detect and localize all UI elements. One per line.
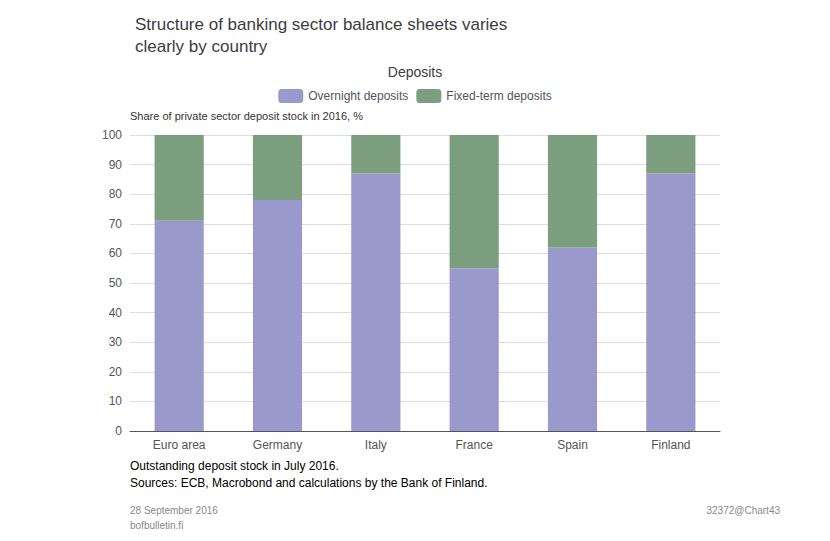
svg-text:60: 60: [109, 246, 123, 260]
svg-text:Fixed-term deposits: Fixed-term deposits: [446, 89, 551, 103]
svg-text:30: 30: [109, 335, 123, 349]
svg-text:Germany: Germany: [253, 438, 302, 452]
svg-text:32372@Chart43: 32372@Chart43: [706, 505, 780, 516]
svg-text:Spain: Spain: [557, 438, 588, 452]
svg-text:Finland: Finland: [651, 438, 690, 452]
svg-text:Overnight deposits: Overnight deposits: [308, 89, 408, 103]
svg-text:clearly by country: clearly by country: [135, 37, 268, 56]
svg-text:Outstanding deposit stock in J: Outstanding deposit stock in July 2016.: [130, 459, 339, 473]
svg-text:Sources: ECB, Macrobond and ca: Sources: ECB, Macrobond and calculations…: [130, 476, 488, 490]
svg-text:70: 70: [109, 217, 123, 231]
svg-text:Share of private sector deposi: Share of private sector deposit stock in…: [130, 110, 363, 122]
svg-text:10: 10: [109, 394, 123, 408]
svg-text:France: France: [455, 438, 493, 452]
svg-text:Italy: Italy: [365, 438, 387, 452]
svg-text:bofbulletin.fi: bofbulletin.fi: [130, 520, 183, 531]
svg-text:50: 50: [109, 276, 123, 290]
svg-text:90: 90: [109, 158, 123, 172]
svg-text:28 September 2016: 28 September 2016: [130, 505, 218, 516]
svg-text:Deposits: Deposits: [388, 64, 442, 80]
svg-text:100: 100: [102, 128, 122, 142]
svg-text:20: 20: [109, 365, 123, 379]
svg-text:80: 80: [109, 187, 123, 201]
svg-text:0: 0: [115, 424, 122, 438]
svg-text:Euro area: Euro area: [153, 438, 206, 452]
svg-text:40: 40: [109, 306, 123, 320]
svg-text:Structure of banking sector ba: Structure of banking sector balance shee…: [135, 15, 507, 34]
